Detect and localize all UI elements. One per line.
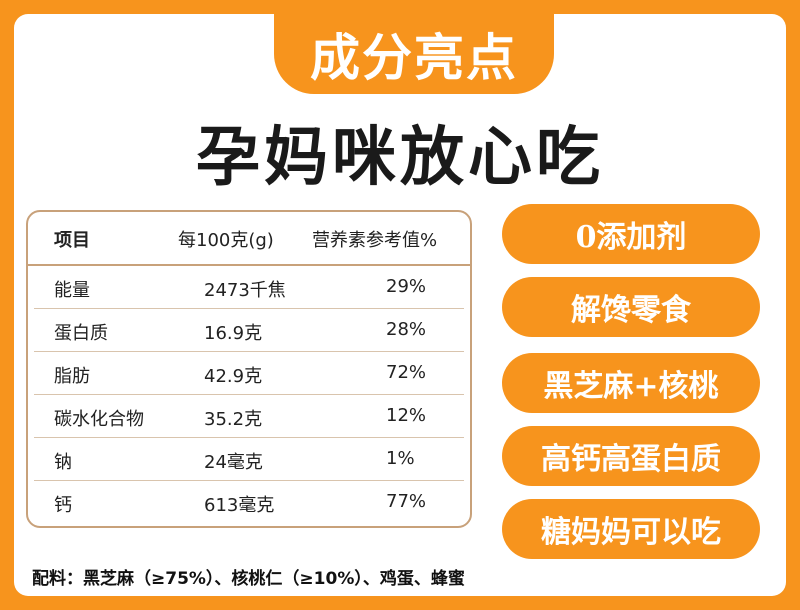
row-name: 能量 [54, 280, 90, 301]
title-banner: 成分亮点 [274, 14, 554, 94]
feature-badge-diabetic-friendly: 糖妈妈可以吃 [502, 499, 760, 559]
feature-badge-snack: 解馋零食 [502, 277, 760, 337]
header-item: 项目 [54, 230, 90, 251]
row-amount: 16.9克 [204, 323, 263, 344]
row-name: 碳水化合物 [54, 409, 144, 430]
content-panel: 成分亮点 孕妈咪放心吃 项目 每100克(g) 营养素参考值% 能量 2473千… [14, 14, 786, 596]
headline: 孕妈咪放心吃 [196, 120, 604, 195]
table-row: 蛋白质 16.9克 28% [28, 309, 470, 352]
row-nrv: 77% [386, 491, 427, 512]
table-row: 钙 613毫克 77% [28, 481, 470, 524]
row-nrv: 12% [386, 405, 427, 426]
row-name: 脂肪 [54, 366, 90, 387]
table-header: 项目 每100克(g) 营养素参考值% [28, 212, 470, 266]
row-nrv: 29% [386, 276, 427, 297]
ingredients-line: 配料：黑芝麻（≥75%）、核桃仁（≥10%）、鸡蛋、蜂蜜 [32, 569, 465, 589]
header-per-100g: 每100克(g) [178, 230, 274, 251]
table-row: 能量 2473千焦 29% [28, 266, 470, 309]
header-nrv: 营养素参考值% [312, 230, 438, 251]
row-nrv: 1% [386, 448, 415, 469]
row-amount: 35.2克 [204, 409, 263, 430]
row-amount: 24毫克 [204, 452, 263, 473]
table-row: 钠 24毫克 1% [28, 438, 470, 481]
nutrition-table: 项目 每100克(g) 营养素参考值% 能量 2473千焦 29% 蛋白质 16… [26, 210, 472, 528]
row-amount: 2473千焦 [204, 280, 286, 301]
table-row: 碳水化合物 35.2克 12% [28, 395, 470, 438]
row-name: 钠 [54, 452, 72, 473]
table-row: 脂肪 42.9克 72% [28, 352, 470, 395]
feature-badge-sesame-walnut: 黑芝麻+核桃 [502, 353, 760, 413]
banner-title: 成分亮点 [310, 28, 518, 87]
row-name: 钙 [54, 495, 72, 516]
feature-badge-no-additives: 0添加剂 [502, 204, 760, 264]
row-amount: 42.9克 [204, 366, 263, 387]
row-amount: 613毫克 [204, 495, 275, 516]
row-name: 蛋白质 [54, 323, 108, 344]
row-nrv: 72% [386, 362, 427, 383]
feature-badge-calcium-protein: 高钙高蛋白质 [502, 426, 760, 486]
row-nrv: 28% [386, 319, 427, 340]
